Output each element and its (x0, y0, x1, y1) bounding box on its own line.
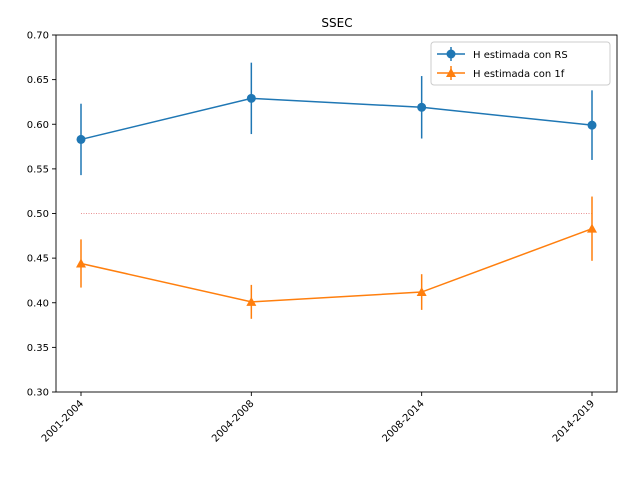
series-1-line (80, 227, 593, 303)
y-tick-label: 0.60 (27, 120, 49, 131)
y-tick-label: 0.35 (27, 343, 49, 354)
y-tick-label: 0.45 (27, 254, 49, 265)
series-1-point (76, 258, 86, 268)
axes-layer: 0.30 0.35 0.40 0.45 0.50 0.55 0.60 0.65 0.70 2001… (27, 31, 618, 445)
series-0-line (80, 97, 593, 141)
legend-label: H estimada con 1f (473, 69, 565, 80)
legend-marker (446, 68, 456, 77)
x-tick-label: 2014-2019 (551, 398, 597, 444)
series-0-point (417, 102, 427, 112)
series-0-point (246, 93, 256, 103)
series-0-point (76, 134, 86, 144)
series-1-point (416, 287, 427, 297)
legend-marker (446, 49, 456, 59)
series-1-point (587, 223, 597, 233)
y-tick-label: 0.40 (27, 298, 49, 309)
series-1-point (246, 296, 257, 306)
y-tick-label: 0.50 (27, 209, 49, 220)
x-tick-label: 2004-2008 (210, 398, 256, 444)
legend-label: H estimada con RS (473, 50, 568, 61)
x-tick-label: 2001-2004 (40, 398, 86, 444)
series-0-point (587, 120, 597, 130)
legend-box (430, 41, 611, 86)
plot-layer (76, 62, 597, 319)
y-tick-label: 0.65 (27, 75, 49, 86)
y-tick-label: 0.55 (27, 164, 49, 175)
y-tick-label: 0.30 (27, 388, 49, 399)
y-tick-label: 0.70 (27, 31, 49, 42)
x-tick-label: 2008-2014 (380, 398, 426, 444)
chart-title: SSEC (321, 16, 352, 30)
legend: H estimada con RS H estimada con 1f (430, 41, 611, 86)
